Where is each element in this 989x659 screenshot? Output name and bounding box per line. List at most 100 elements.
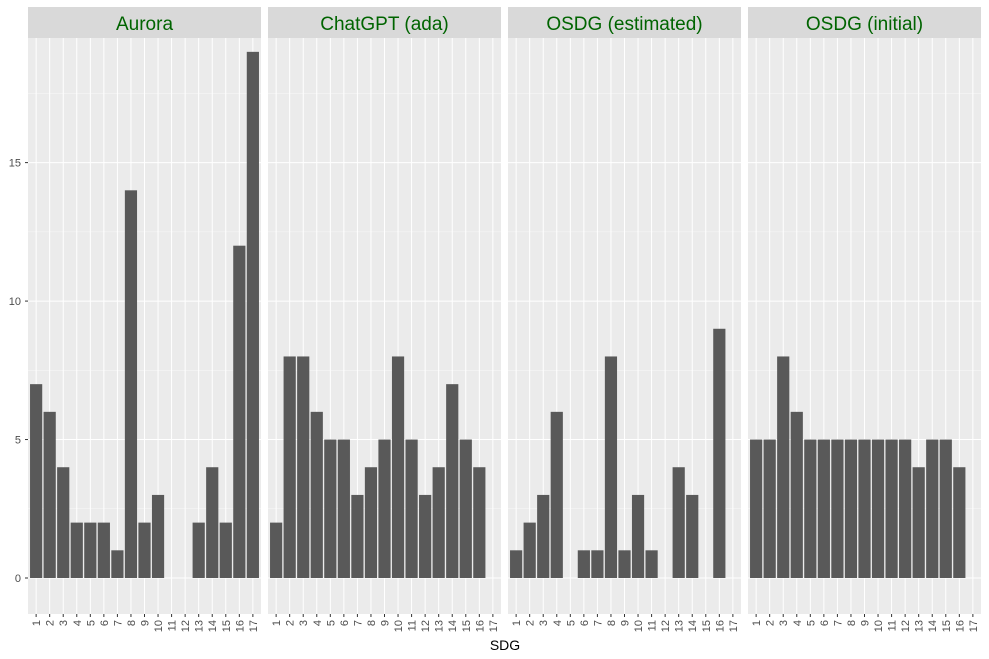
x-tick-label: 5: [805, 620, 817, 626]
x-tick-label: 4: [792, 620, 804, 626]
bar: [645, 550, 658, 578]
bar: [591, 550, 604, 578]
x-tick-label: 9: [140, 620, 152, 626]
x-tick-label: 6: [99, 620, 111, 626]
x-tick-label: 15: [221, 620, 233, 632]
bar: [473, 467, 486, 578]
x-tick-label: 3: [298, 620, 310, 626]
x-tick-label: 11: [647, 620, 659, 631]
x-tick-label: 17: [248, 620, 260, 632]
bar: [324, 439, 337, 578]
x-tick-label: 3: [58, 620, 70, 626]
x-tick-label: 14: [207, 620, 219, 632]
x-tick-label: 11: [407, 620, 419, 631]
facet-strip-label: OSDG (initial): [806, 14, 923, 35]
x-tick-label: 17: [488, 620, 500, 632]
bar: [926, 439, 939, 578]
x-tick-label: 4: [72, 620, 84, 626]
x-tick-label: 9: [380, 620, 392, 626]
bar: [378, 439, 391, 578]
x-tick-label: 10: [393, 620, 405, 632]
bar: [537, 494, 550, 578]
x-tick-label: 1: [31, 620, 43, 626]
x-tick-label: 10: [873, 620, 885, 632]
bar: [111, 550, 124, 578]
y-tick-label: 5: [15, 435, 21, 447]
x-tick-label: 1: [271, 620, 283, 626]
y-tick-label: 10: [9, 296, 21, 308]
y-tick-label: 0: [15, 573, 21, 585]
y-tick-label: 15: [9, 158, 21, 170]
x-tick-label: 10: [633, 620, 645, 632]
x-tick-label: 13: [194, 620, 206, 632]
x-tick-label: 7: [592, 620, 604, 626]
bar: [672, 467, 685, 578]
bar: [577, 550, 590, 578]
bar: [297, 356, 310, 578]
x-tick-label: 2: [285, 620, 297, 626]
bar: [777, 356, 790, 578]
x-tick-label: 5: [325, 620, 337, 626]
bar: [219, 522, 232, 578]
x-tick-label: 2: [45, 620, 57, 626]
x-tick-label: 12: [660, 620, 672, 632]
x-tick-label: 5: [85, 620, 97, 626]
x-tick-label: 13: [434, 620, 446, 632]
bar: [817, 439, 830, 578]
x-tick-label: 15: [941, 620, 953, 632]
bar: [270, 522, 283, 578]
x-tick-label: 8: [126, 620, 138, 626]
bar: [871, 439, 885, 578]
x-tick-label: 4: [312, 620, 324, 626]
bar: [391, 356, 405, 578]
bar: [124, 190, 138, 579]
x-tick-label: 3: [538, 620, 550, 626]
facet-panel: ChatGPT (ada)1 2 3 4 5 6 7 8 9 10 11 12 13 14 15 16 17: [268, 7, 501, 632]
facet-strip-label: Aurora: [116, 14, 173, 35]
x-tick-label: 1: [751, 620, 763, 626]
x-tick-label: 6: [339, 620, 351, 626]
bar: [939, 439, 952, 578]
x-tick-label: 6: [819, 620, 831, 626]
x-tick-label: 7: [352, 620, 364, 626]
x-axis-title: SDG: [490, 637, 520, 653]
bar: [138, 522, 151, 578]
bar: [604, 356, 618, 578]
bar: [419, 494, 432, 578]
bar: [151, 494, 165, 578]
facet-panel: OSDG (initial)1 2 3 4 5 6 7 8 9 10 11 12 13 14 15 16 17: [748, 7, 981, 632]
bar: [912, 467, 925, 578]
y-axis: 0 5 10 15: [9, 158, 28, 585]
bar: [899, 439, 912, 578]
bar: [459, 439, 472, 578]
bar: [713, 328, 726, 578]
facet-strip: [28, 7, 261, 38]
bar: [351, 494, 364, 578]
bar: [246, 51, 259, 579]
bar: [844, 439, 858, 578]
bar: [30, 384, 43, 578]
bar: [686, 494, 699, 578]
x-tick-label: 9: [620, 620, 632, 626]
x-tick-label: 9: [860, 620, 872, 626]
bar: [885, 439, 898, 578]
bar: [446, 384, 459, 578]
x-tick-label: 10: [153, 620, 165, 632]
x-tick-label: 5: [565, 620, 577, 626]
bar: [858, 439, 871, 578]
x-tick-label: 14: [447, 620, 459, 632]
bar: [523, 522, 536, 578]
bar: [631, 494, 645, 578]
x-tick-label: 1: [511, 620, 523, 626]
x-tick-label: 8: [846, 620, 858, 626]
x-tick-label: 7: [112, 620, 124, 626]
x-tick-label: 15: [461, 620, 473, 632]
x-tick-label: 2: [525, 620, 537, 626]
x-tick-label: 17: [968, 620, 980, 632]
bar: [206, 467, 219, 578]
x-tick-label: 16: [714, 620, 726, 632]
bar: [618, 550, 631, 578]
bar: [233, 245, 246, 578]
bar: [43, 411, 56, 578]
